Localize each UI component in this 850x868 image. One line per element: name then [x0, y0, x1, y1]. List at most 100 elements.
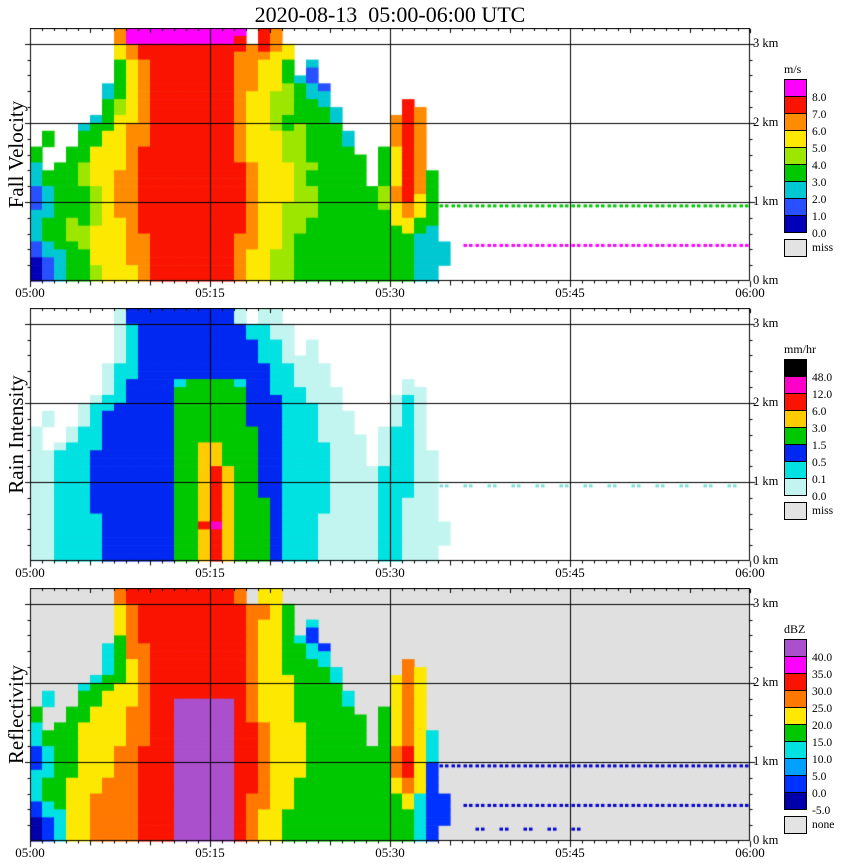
y-tick-label: 0 km	[753, 273, 779, 287]
colorbar-segment-label: 3.0	[812, 177, 827, 189]
x-tick-label: 05:30	[375, 285, 405, 300]
colorbar-segment: 48.0	[784, 359, 832, 384]
colorbar-segment: 0.0	[784, 215, 826, 240]
colorbar-segment-label: -5.0	[812, 805, 831, 817]
colorbar-segment: 1.5	[784, 427, 826, 452]
colorbar-segment: 8.0	[784, 79, 826, 104]
x-tick-label: 05:45	[555, 845, 585, 860]
colorbar-segment-label: 20.0	[812, 720, 833, 732]
colorbar-segment: miss	[784, 239, 833, 257]
x-tick-label: 06:00	[735, 565, 765, 580]
panel-reflectivity: Reflectivity 05:00 05:15 05:30 05:45 06:00 3 k…	[0, 588, 850, 868]
colorbar-segment: 30.0	[784, 673, 832, 698]
colorbar-segment: none	[784, 816, 834, 834]
colorbar-segment: miss	[784, 502, 833, 520]
x-tick-label: 05:15	[195, 845, 225, 860]
colorbar-segment-label: 48.0	[812, 372, 833, 384]
colorbar-segment-label: 7.0	[812, 109, 827, 121]
colorbar-segment: 25.0	[784, 690, 832, 715]
x-tick-label: 05:00	[15, 565, 45, 580]
colorbar-fall-velocity: m/s 8.0 7.0 6.0 5.0 4.0 3.0 2.0 1.0 0.0 miss	[784, 62, 833, 257]
colorbar-segment-label: 10.0	[812, 754, 833, 766]
x-tick-label: 05:00	[15, 285, 45, 300]
chart-title: 2020-08-13 05:00-06:00 UTC	[254, 2, 526, 27]
colorbar-segment-label: 40.0	[812, 652, 833, 664]
y-tick-label: 2 km	[753, 115, 779, 129]
colorbar-segment-label: 0.0	[812, 788, 827, 800]
colorbar-unit-fall-velocity: m/s	[784, 62, 802, 76]
y-tick-label: 2 km	[753, 675, 779, 689]
colorbar-segment: 5.0	[784, 130, 826, 155]
colorbar-segment-label: 15.0	[812, 737, 833, 749]
colorbar-segment-label: 4.0	[812, 160, 827, 172]
y-tick-label: 0 km	[753, 833, 779, 847]
colorbar-segment: 35.0	[784, 656, 832, 681]
colorbar-unit-rain-intensity: mm/hr	[784, 342, 816, 356]
colorbar-segment: 7.0	[784, 96, 826, 121]
y-tick-label: 3 km	[753, 36, 779, 50]
colorbar-segment-label: 6.0	[812, 126, 827, 138]
colorbar-segment-label: 25.0	[812, 703, 833, 715]
colorbar-segment-label: 0.0	[812, 491, 827, 503]
colorbar-segment-label: 0.5	[812, 457, 827, 469]
colorbar-segment-label: 3.0	[812, 423, 827, 435]
colorbar-segment: 0.0	[784, 775, 826, 800]
x-tick-label: 06:00	[735, 845, 765, 860]
colorbar-segment-label: 5.0	[812, 143, 827, 155]
colorbar-segment: 0.0	[784, 478, 826, 503]
colorbar-segment-label: 0.0	[812, 228, 827, 240]
colorbar-segment: 0.5	[784, 444, 826, 469]
x-tick-label: 05:30	[375, 845, 405, 860]
colorbar-rain-intensity: mm/hr 48.0 12.0 6.0 3.0 1.5 0.5 0.1 0.0 miss	[784, 342, 833, 520]
panel-fall-velocity: Fall Velocity 05:00 05:15 05:30 05:45 06:00 3 …	[0, 28, 850, 308]
plot-canvas-rain-intensity	[22, 308, 758, 571]
colorbar-segment: 40.0	[784, 639, 832, 664]
colorbar-segment: 12.0	[784, 376, 832, 401]
colorbar-segment-label: 2.0	[812, 194, 827, 206]
x-tick-label: 05:45	[555, 285, 585, 300]
colorbar-segment: 6.0	[784, 393, 826, 418]
panel-rain-intensity: Rain Intensity 05:00 05:15 05:30 05:45 06:00 3…	[0, 308, 850, 588]
x-tick-label: 05:45	[555, 565, 585, 580]
colorbar-segment: 2.0	[784, 181, 826, 206]
colorbar-segment-label: 1.0	[812, 211, 827, 223]
colorbar-segment: 10.0	[784, 741, 832, 766]
y-tick-label: 3 km	[753, 316, 779, 330]
y-tick-label: 1 km	[753, 194, 779, 208]
colorbar-segment-label: 1.5	[812, 440, 827, 452]
colorbar-segment-label: 8.0	[812, 92, 827, 104]
y-tick-label: 0 km	[753, 553, 779, 567]
y-tick-label: 1 km	[753, 754, 779, 768]
x-tick-label: 05:30	[375, 565, 405, 580]
colorbar-segment-label: miss	[812, 242, 834, 254]
y-tick-label: 1 km	[753, 474, 779, 488]
colorbar-segment-label: miss	[812, 505, 834, 517]
x-tick-label: 06:00	[735, 285, 765, 300]
plot-canvas-fall-velocity	[22, 28, 758, 291]
colorbar-segment-label: 35.0	[812, 669, 833, 681]
colorbar-segment: -5.0	[784, 792, 830, 817]
colorbar-segment: 6.0	[784, 113, 826, 138]
x-tick-label: 05:15	[195, 565, 225, 580]
colorbar-segment-label: 30.0	[812, 686, 833, 698]
colorbar-segment: 4.0	[784, 147, 826, 172]
colorbar-unit-reflectivity: dBZ	[784, 622, 806, 636]
colorbar-segment-label: 0.1	[812, 474, 827, 486]
y-tick-label: 3 km	[753, 596, 779, 610]
colorbar-segment-label: none	[812, 819, 835, 831]
x-tick-label: 05:00	[15, 845, 45, 860]
y-tick-label: 2 km	[753, 395, 779, 409]
plot-canvas-reflectivity	[22, 588, 758, 851]
colorbar-segment-label: 12.0	[812, 389, 833, 401]
colorbar-segment: 5.0	[784, 758, 826, 783]
colorbar-reflectivity: dBZ 40.0 35.0 30.0 25.0 20.0 15.0 10.0 5.0 0.0 -5.…	[784, 622, 834, 834]
colorbar-segment-label: 5.0	[812, 771, 827, 783]
colorbar-segment-label: 6.0	[812, 406, 827, 418]
x-tick-label: 05:15	[195, 285, 225, 300]
colorbar-segment: 15.0	[784, 724, 832, 749]
colorbar-segment: 1.0	[784, 198, 826, 223]
colorbar-segment: 3.0	[784, 410, 826, 435]
colorbar-segment: 0.1	[784, 461, 826, 486]
colorbar-segment: 20.0	[784, 707, 832, 732]
